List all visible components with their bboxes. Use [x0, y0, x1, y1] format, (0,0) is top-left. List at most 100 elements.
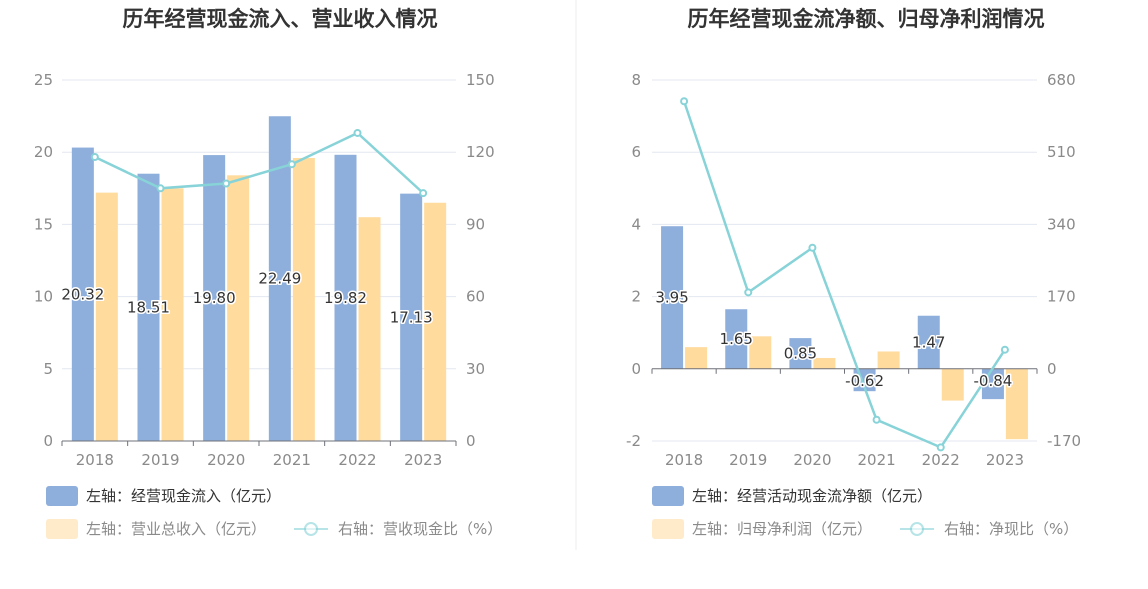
left-axis-tick-label: 8 — [631, 71, 641, 89]
data-label: 20.32 — [61, 285, 104, 303]
data-label: 1.47 — [912, 333, 945, 351]
secondary-bar-2018 — [685, 347, 708, 369]
left-axis-tick-label: 6 — [631, 143, 641, 161]
primary-bar-2022 — [917, 315, 940, 369]
primary-bar-2019 — [725, 309, 748, 369]
category-label: 2021 — [857, 451, 895, 469]
right-axis-tick-label: 170 — [1047, 288, 1076, 306]
legend-swatch — [46, 486, 78, 506]
ratio-point-2022 — [936, 443, 945, 452]
legend-label: 右轴：营收现金比（%） — [338, 520, 502, 538]
ratio-point-2023 — [419, 189, 428, 198]
secondary-bar-2023 — [424, 202, 447, 441]
right-axis-tick-label: 90 — [466, 215, 485, 233]
category-label: 2019 — [141, 451, 179, 469]
left-axis-tick-label: 0 — [43, 432, 53, 450]
secondary-bar-2021 — [292, 157, 315, 441]
category-label: 2022 — [338, 451, 376, 469]
right-axis-tick-label: 30 — [466, 360, 485, 378]
legend-item[interactable]: 右轴：营收现金比（%） — [294, 520, 502, 538]
left-axis-tick-label: -2 — [626, 432, 641, 450]
primary-bar-2023 — [400, 193, 423, 441]
ratio-point-2019 — [156, 184, 165, 193]
ratio-point-2018 — [90, 153, 99, 162]
primary-bar-2019 — [137, 173, 160, 441]
legend-item[interactable]: 左轴：营业总收入（亿元） — [46, 519, 266, 539]
ratio-point-2020 — [808, 243, 817, 252]
category-label: 2022 — [922, 451, 960, 469]
data-label: -0.62 — [845, 372, 884, 390]
secondary-bar-2019 — [161, 188, 184, 441]
data-label: 22.49 — [258, 270, 301, 288]
legend-item[interactable]: 左轴：经营现金流入（亿元） — [46, 486, 281, 506]
primary-bar-2022 — [334, 154, 357, 441]
data-label: 1.65 — [720, 330, 753, 348]
legend-swatch — [46, 519, 78, 539]
ratio-point-2021 — [872, 415, 881, 424]
right-axis-tick-label: 680 — [1047, 71, 1076, 89]
legend-item[interactable]: 右轴：净现比（%） — [900, 520, 1078, 538]
data-label: 19.80 — [193, 289, 236, 307]
ratio-line — [94, 131, 425, 195]
left-axis-tick-label: 4 — [631, 215, 641, 233]
data-label: -0.84 — [974, 372, 1013, 390]
data-label: 18.51 — [127, 298, 170, 316]
right-axis-tick-label: 510 — [1047, 143, 1076, 161]
primary-bar-2020 — [789, 338, 812, 369]
ratio-line — [682, 100, 1006, 449]
right-axis-tick-label: -170 — [1047, 432, 1081, 450]
secondary-bar-2022 — [941, 368, 964, 401]
secondary-bar-2021 — [877, 351, 900, 369]
right-axis-tick-label: 0 — [466, 432, 476, 450]
category-label: 2020 — [793, 451, 831, 469]
right-axis-tick-label: 60 — [466, 288, 485, 306]
right-axis-tick-label: 150 — [466, 71, 495, 89]
secondary-bar-2023 — [1005, 368, 1028, 440]
secondary-bar-2019 — [749, 336, 772, 369]
secondary-bar-2020 — [813, 357, 836, 369]
legend-label: 左轴：归母净利润（亿元） — [692, 520, 872, 538]
data-label: 19.82 — [324, 289, 367, 307]
data-label: 17.13 — [390, 308, 433, 326]
right-axis-tick-label: 120 — [466, 143, 495, 161]
legend-swatch — [652, 486, 684, 506]
legend-item[interactable]: 左轴：归母净利润（亿元） — [652, 519, 872, 539]
category-label: 2020 — [207, 451, 245, 469]
category-label: 2021 — [273, 451, 311, 469]
right-axis-tick-label: 0 — [1047, 360, 1057, 378]
left-axis-tick-label: 20 — [34, 143, 53, 161]
secondary-bar-2022 — [358, 217, 381, 441]
ratio-point-2020 — [222, 179, 231, 188]
category-label: 2019 — [729, 451, 767, 469]
legend-label: 左轴：经营现金流入（亿元） — [86, 487, 281, 505]
legend-marker — [304, 522, 318, 536]
category-label: 2018 — [665, 451, 703, 469]
legend-label: 左轴：经营活动现金流净额（亿元） — [692, 487, 932, 505]
legend-swatch — [652, 519, 684, 539]
left-axis-tick-label: 10 — [34, 288, 53, 306]
left-axis-tick-label: 15 — [34, 215, 53, 233]
legend-item[interactable]: 左轴：经营活动现金流净额（亿元） — [652, 486, 932, 506]
category-label: 2018 — [76, 451, 114, 469]
ratio-point-2019 — [744, 288, 753, 297]
ratio-point-2018 — [680, 97, 689, 106]
category-label: 2023 — [986, 451, 1024, 469]
legend-label: 右轴：净现比（%） — [944, 520, 1078, 538]
secondary-bar-2020 — [227, 175, 250, 441]
ratio-point-2021 — [287, 160, 296, 169]
left-axis-tick-label: 5 — [43, 360, 53, 378]
data-label: 0.85 — [784, 344, 817, 362]
left-axis-tick-label: 0 — [631, 360, 641, 378]
legend-marker — [910, 522, 924, 536]
legend-label: 左轴：营业总收入（亿元） — [86, 520, 266, 538]
chart-panel-1: 历年经营现金流入、营业收入情况 0 0 5 30 10 60 15 90 20 120 25 150 20… — [34, 7, 502, 539]
primary-bar-2021 — [268, 116, 291, 442]
primary-bar-2018 — [71, 147, 94, 441]
secondary-bar-2018 — [95, 192, 118, 441]
chart-title: 历年经营现金流入、营业收入情况 — [123, 7, 438, 31]
right-axis-tick-label: 340 — [1047, 215, 1076, 233]
chart-title: 历年经营现金流净额、归母净利润情况 — [688, 7, 1045, 31]
category-label: 2023 — [404, 451, 442, 469]
chart-panel-2: 历年经营现金流净额、归母净利润情况 -2 -170 0 0 2 170 4 340 6 510 8 68… — [626, 7, 1081, 539]
